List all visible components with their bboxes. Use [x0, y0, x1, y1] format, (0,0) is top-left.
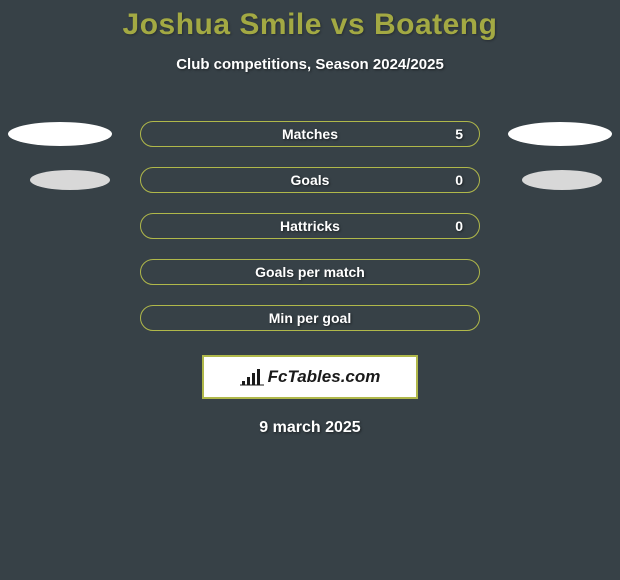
stat-bar: Goals per match [140, 259, 480, 285]
stat-label: Min per goal [269, 310, 351, 326]
ellipse-right-icon [522, 170, 602, 190]
badge-text: FcTables.com [268, 367, 381, 387]
badge-content: FcTables.com [240, 367, 381, 387]
date-text: 9 march 2025 [0, 419, 620, 437]
main-container: Joshua Smile vs Boateng Club competition… [0, 0, 620, 437]
stat-row-goals-per-match: Goals per match [0, 249, 620, 295]
subtitle: Club competitions, Season 2024/2025 [0, 56, 620, 73]
page-title: Joshua Smile vs Boateng [0, 8, 620, 42]
brand-badge: FcTables.com [202, 355, 418, 399]
stat-bar: Goals 0 [140, 167, 480, 193]
stat-label: Goals per match [255, 264, 365, 280]
stat-label: Hattricks [280, 218, 340, 234]
stat-bar: Matches 5 [140, 121, 480, 147]
stat-label: Goals [291, 172, 330, 188]
stat-bar: Min per goal [140, 305, 480, 331]
stat-row-goals: Goals 0 [0, 157, 620, 203]
ellipse-left-icon [8, 122, 112, 146]
stat-row-hattricks: Hattricks 0 [0, 203, 620, 249]
stat-value: 5 [455, 126, 463, 142]
stat-value: 0 [455, 172, 463, 188]
stat-bar: Hattricks 0 [140, 213, 480, 239]
ellipse-left-icon [30, 170, 110, 190]
stat-row-min-per-goal: Min per goal [0, 295, 620, 341]
stat-label: Matches [282, 126, 338, 142]
stat-value: 0 [455, 218, 463, 234]
chart-icon [240, 367, 264, 387]
ellipse-right-icon [508, 122, 612, 146]
stat-row-matches: Matches 5 [0, 111, 620, 157]
stats-area: Matches 5 Goals 0 Hattricks 0 [0, 111, 620, 341]
